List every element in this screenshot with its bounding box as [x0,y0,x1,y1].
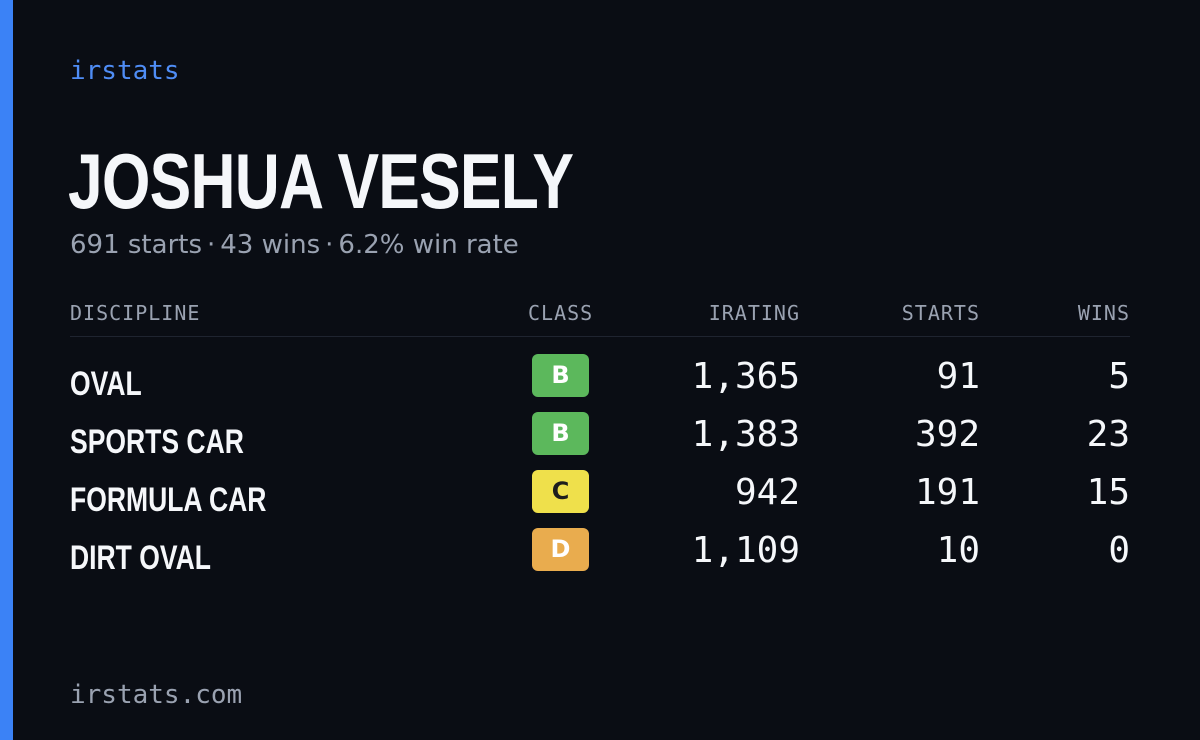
header-irating: IRATING [708,301,800,325]
table-row: OVAL B 1,365 91 5 [70,354,1130,403]
discipline-name: DIRT OVAL [70,539,211,577]
header-wins: WINS [1077,301,1130,325]
accent-bar [0,0,13,740]
starts-value: 191 [914,472,980,513]
table-row: DIRT OVAL D 1,109 10 0 [70,528,1130,577]
starts-value: 91 [936,356,980,397]
win-rate-summary: 6.2% win rate [338,230,519,260]
footer-url: irstats.com [70,680,243,710]
header-discipline: DISCIPLINE [70,301,201,325]
table-divider [70,336,1130,337]
stats-table-header: DISCIPLINE CLASS IRATING STARTS WINS [70,298,1130,328]
header-starts: STARTS [901,301,980,325]
starts-summary: 691 starts [70,230,202,260]
summary-separator: · [207,230,216,260]
header-class: CLASS [528,301,594,325]
irating-value: 942 [734,472,800,513]
class-badge: B [532,354,589,397]
brand-logo-text: irstats [70,56,180,86]
wins-value: 0 [1108,530,1130,571]
driver-name: JOSHUA VESELY [68,137,574,225]
table-row: SPORTS CAR B 1,383 392 23 [70,412,1130,461]
irating-value: 1,383 [691,414,800,455]
wins-value: 23 [1086,414,1130,455]
discipline-name: OVAL [70,365,142,403]
driver-summary: 691 starts · 43 wins · 6.2% win rate [70,228,519,262]
summary-separator: · [325,230,334,260]
discipline-name: FORMULA CAR [70,481,267,519]
irating-value: 1,109 [691,530,800,571]
class-badge: D [532,528,589,571]
starts-value: 392 [914,414,980,455]
class-badge: C [532,470,589,513]
wins-value: 5 [1108,356,1130,397]
starts-value: 10 [936,530,980,571]
table-row: FORMULA CAR C 942 191 15 [70,470,1130,519]
discipline-name: SPORTS CAR [70,423,244,461]
wins-summary: 43 wins [220,230,321,260]
wins-value: 15 [1086,472,1130,513]
irating-value: 1,365 [691,356,800,397]
class-badge: B [532,412,589,455]
